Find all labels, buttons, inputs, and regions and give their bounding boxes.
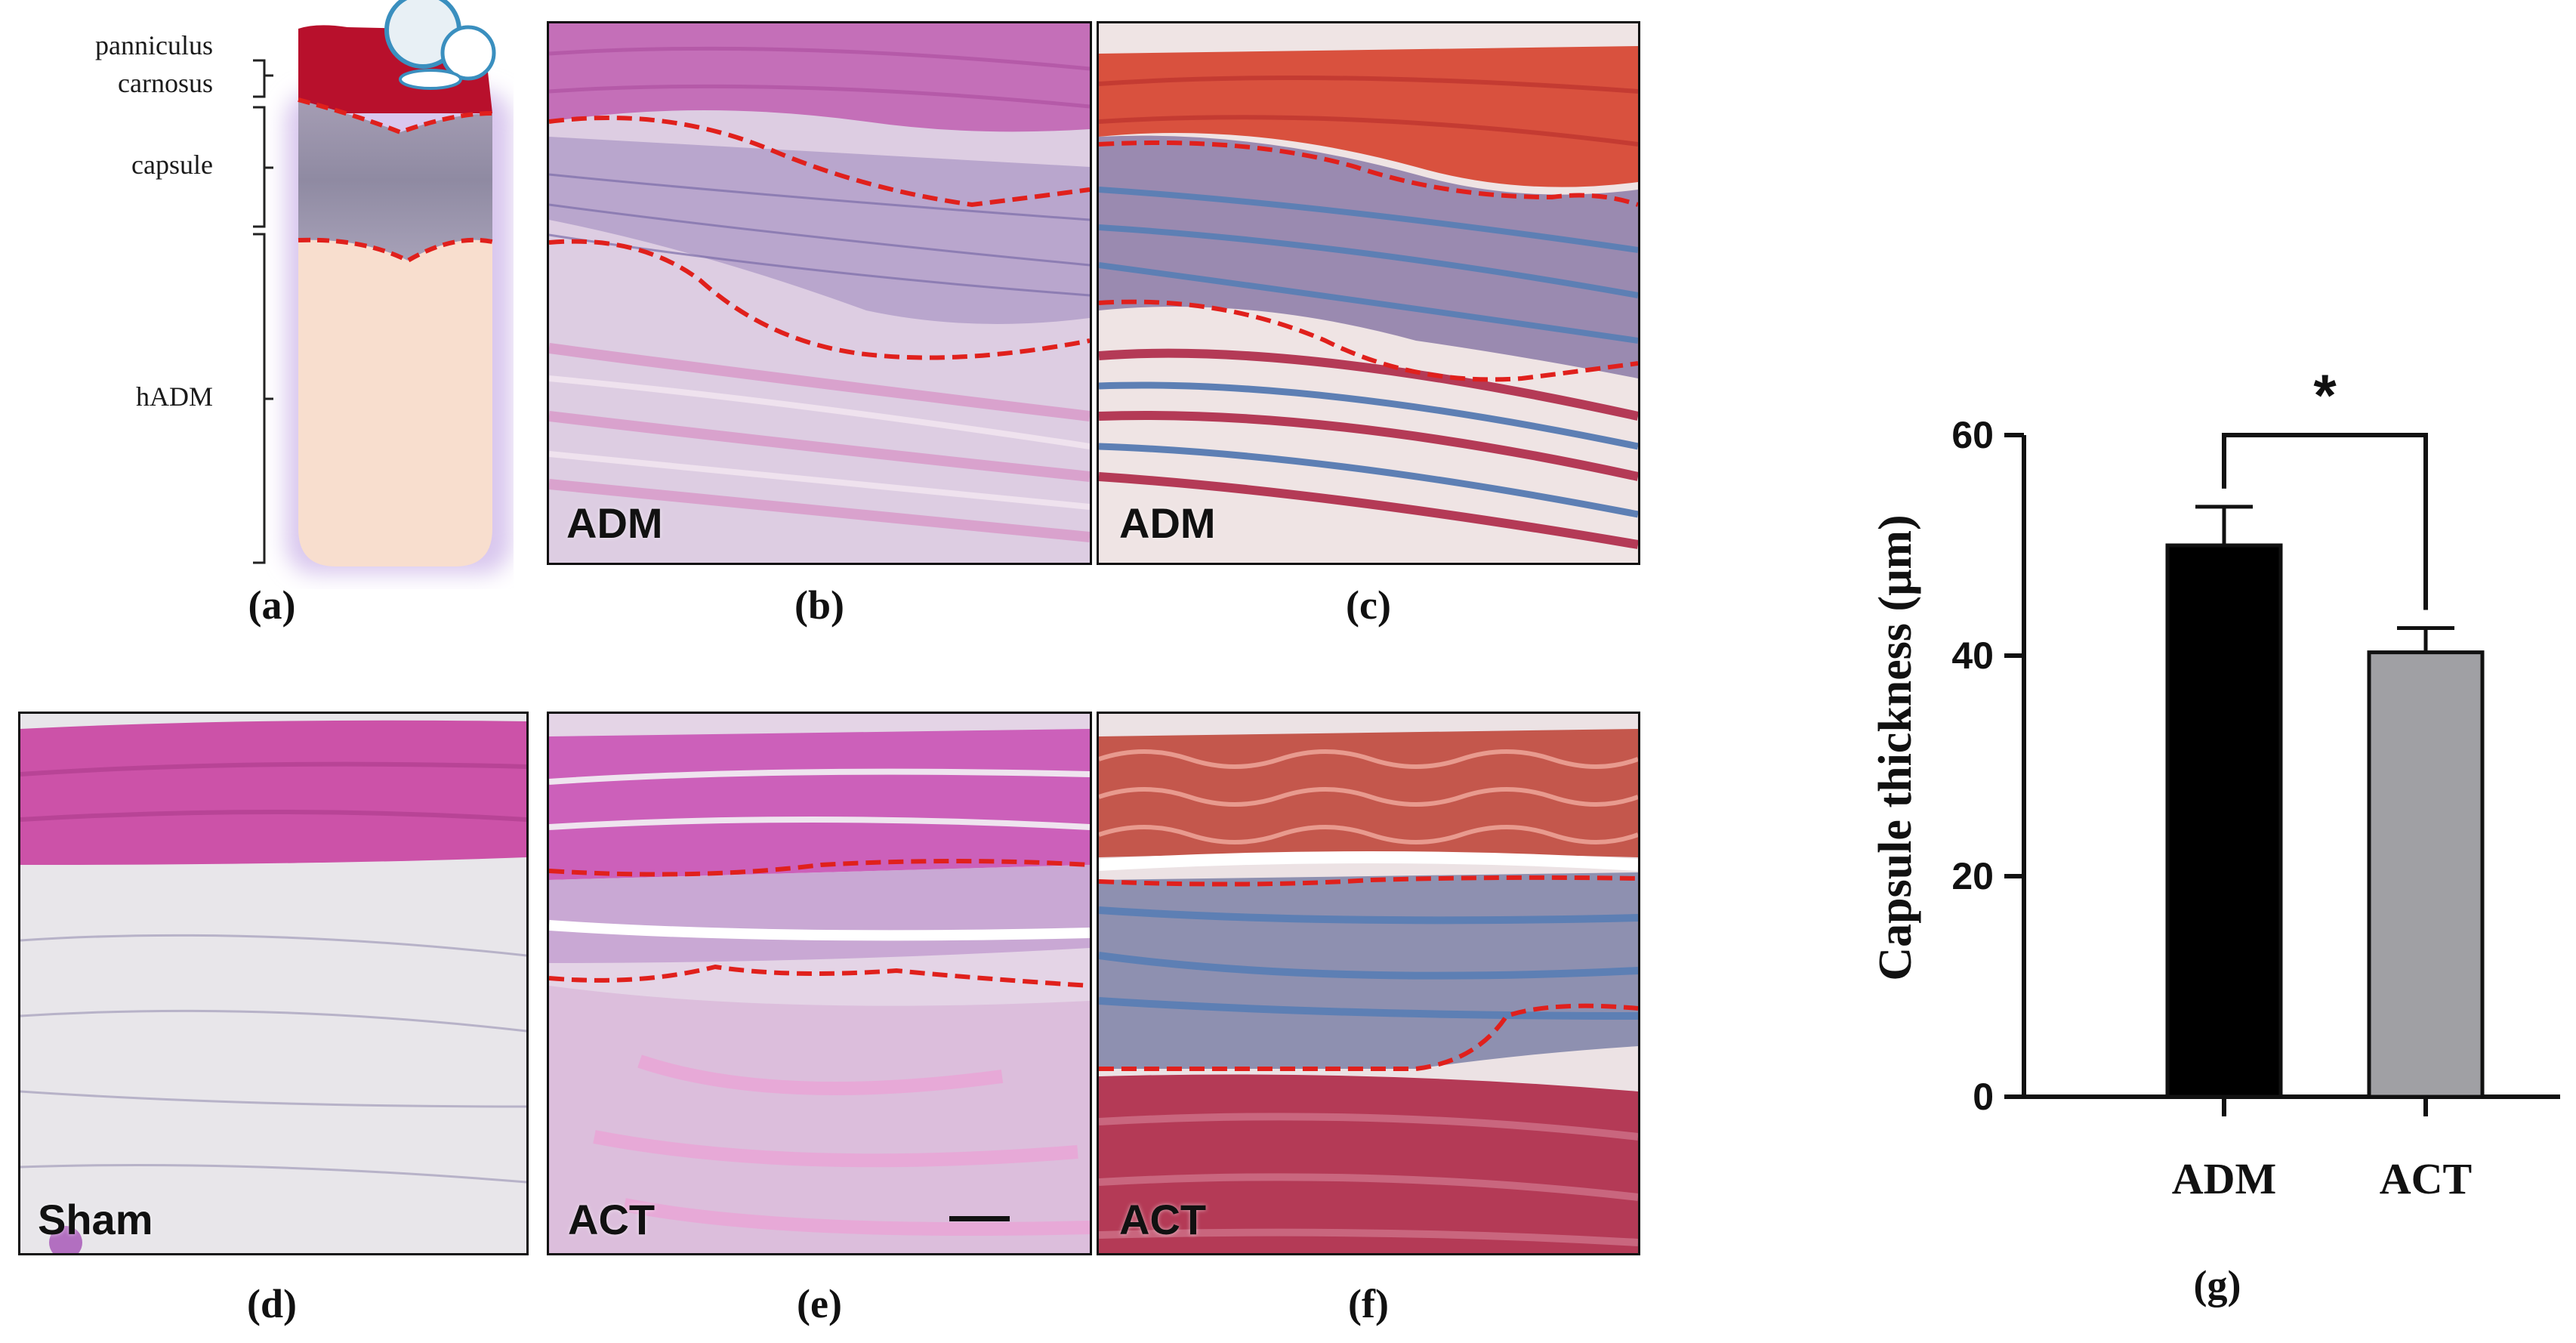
- scale-bar: [949, 1216, 1010, 1221]
- image-label-d: Sham: [38, 1196, 153, 1243]
- panel-label-b: (b): [794, 582, 844, 628]
- bar-chart-svg: Capsule thickness (μm) 0 20 40 60 ADM ACT *: [1870, 362, 2560, 1203]
- bracket-panniculus: [253, 59, 273, 98]
- hadm-layer: [298, 239, 492, 567]
- vessel-circle-small: [440, 25, 496, 81]
- bracket-hadm: [253, 233, 273, 564]
- image-label-b: ADM: [566, 499, 663, 547]
- panel-label-a: (a): [248, 582, 296, 628]
- schematic-diagram: [253, 0, 512, 574]
- micrograph-e: [547, 712, 1092, 1255]
- panel-label-c: (c): [1346, 582, 1391, 628]
- image-label-f: ACT: [1119, 1196, 1207, 1243]
- y-tick-label: 60: [1951, 414, 1994, 456]
- label-hadm: hADM: [135, 381, 213, 412]
- micrograph-b-image: [549, 23, 1090, 563]
- micrograph-c: [1097, 21, 1640, 565]
- bracket-capsule: [253, 106, 273, 228]
- panel-label-g: (g): [2193, 1262, 2241, 1307]
- label-panniculus-line2: carnosus: [118, 68, 213, 98]
- panel-label-f: (f): [1348, 1281, 1389, 1326]
- micrograph-f-image: [1099, 714, 1638, 1253]
- image-label-c: ADM: [1119, 499, 1216, 547]
- image-label-e: ACT: [568, 1196, 656, 1243]
- bar-chart: Capsule thickness (μm) 0 20 40 60 ADM ACT *: [1812, 302, 2576, 1209]
- capsule-layer: [298, 100, 492, 261]
- bar-adm: [2165, 543, 2283, 1099]
- y-tick-label: 20: [1951, 855, 1994, 897]
- micrograph-d-image: [20, 714, 526, 1253]
- x-tick-label-act: ACT: [2380, 1154, 2472, 1203]
- micrograph-f: [1097, 712, 1640, 1255]
- boundary-dash-bottom: [298, 237, 493, 264]
- x-tick-label-adm: ADM: [2172, 1154, 2277, 1203]
- y-tick-label: 0: [1973, 1076, 1994, 1118]
- panel-label-d: (d): [247, 1281, 297, 1326]
- micrograph-e-image: [549, 714, 1090, 1253]
- significance-star: *: [2313, 362, 2337, 428]
- significance-bracket: [2222, 433, 2428, 610]
- micrograph-d: [18, 712, 529, 1255]
- micrograph-b: [547, 21, 1092, 565]
- micrograph-c-image: [1099, 23, 1638, 563]
- panel-label-e: (e): [797, 1281, 842, 1326]
- y-axis-label: Capsule thickness (μm): [1870, 514, 1921, 980]
- schematic-panel: [0, 0, 514, 589]
- label-capsule: capsule: [131, 150, 213, 180]
- bar-act: [2367, 650, 2485, 1099]
- boundary-dash-top: [298, 97, 493, 135]
- vessel-ellipse: [399, 69, 462, 90]
- label-panniculus-line1: panniculus: [95, 30, 213, 60]
- y-tick-label: 40: [1951, 634, 1994, 677]
